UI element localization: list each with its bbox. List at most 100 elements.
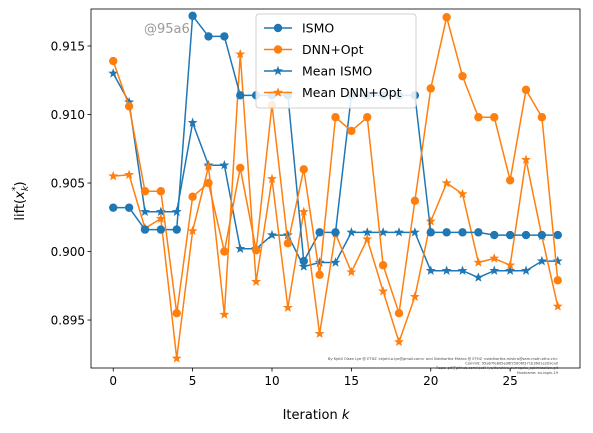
data-point — [409, 227, 420, 237]
data-point — [219, 309, 230, 319]
data-point — [347, 126, 356, 136]
footnote-line: Commit: 95a67fe8d5ed6f25d06f371b36d1e2b9… — [465, 362, 558, 366]
data-point — [235, 243, 246, 253]
data-point — [490, 113, 499, 122]
data-point — [267, 173, 277, 184]
data-point — [473, 257, 484, 267]
data-point — [156, 225, 166, 234]
data-point — [521, 230, 531, 240]
legend-label: Mean ISMO — [302, 64, 372, 79]
x-tick-label: 20 — [423, 374, 438, 388]
data-point — [442, 228, 451, 237]
data-point — [109, 56, 118, 66]
data-point — [490, 230, 499, 240]
data-point — [298, 206, 309, 216]
series-layer — [108, 11, 563, 363]
data-point — [124, 169, 135, 179]
footnote-line: Repo: git@github.com:kjetil-lye/iterativ… — [436, 366, 558, 370]
data-point — [394, 227, 404, 237]
data-point — [489, 253, 500, 263]
legend-entry: Mean DNN+Opt — [264, 85, 402, 100]
y-tick-label: 0.900 — [51, 245, 85, 259]
data-point — [203, 161, 214, 171]
data-point — [378, 261, 388, 270]
x-tick-label: 25 — [503, 374, 518, 388]
data-point — [251, 276, 262, 286]
data-point — [442, 13, 451, 22]
data-point — [505, 265, 516, 275]
data-point — [204, 32, 213, 41]
legend-marker — [273, 45, 283, 54]
y-axis-label-part: x — [13, 191, 28, 200]
y-axis-label-part: * — [11, 186, 21, 191]
data-point — [552, 255, 563, 266]
data-point — [298, 261, 309, 271]
y-axis-label-part: k — [21, 185, 31, 191]
footnote-line: Hostname: eu-login-19 — [517, 371, 559, 375]
data-point — [537, 230, 547, 240]
data-point — [521, 265, 531, 275]
data-point — [140, 206, 150, 216]
y-tick-label: 0.895 — [51, 313, 85, 327]
data-point — [378, 286, 389, 296]
footnote-line: By Kjetil Olsen Lye @ ETHZ <kjetil.o.lye… — [328, 357, 558, 361]
legend-label: Mean DNN+Opt — [302, 85, 402, 100]
data-point — [282, 229, 293, 240]
data-point — [315, 228, 324, 237]
y-axis-label-part: ) — [13, 181, 28, 186]
data-point — [187, 117, 198, 127]
data-point — [410, 196, 420, 206]
legend: ISMO DNN+Opt Mean ISMO Mean DNN+Opt — [255, 13, 417, 109]
data-point — [251, 245, 261, 255]
data-point — [108, 170, 119, 181]
data-point — [155, 213, 166, 223]
data-point — [363, 113, 372, 122]
y-tick-label: 0.910 — [51, 108, 85, 122]
data-point — [474, 113, 483, 122]
data-point — [299, 165, 308, 174]
legend-box — [255, 13, 417, 109]
data-point — [219, 160, 230, 170]
data-point — [489, 265, 500, 275]
x-tick-label: 0 — [109, 374, 117, 388]
y-axis-label: lift(xk*) — [11, 181, 31, 220]
axes-layer: 0 5 10 15 20 25 0.895 0.900 0.905 0.910 0.915 — [51, 8, 581, 388]
data-point — [536, 255, 547, 266]
legend-marker — [273, 65, 283, 76]
x-tick-label: 5 — [189, 374, 197, 388]
data-point — [553, 230, 562, 240]
data-point — [124, 96, 135, 107]
data-point — [441, 177, 452, 188]
data-point — [188, 192, 197, 201]
y-tick-label: 0.905 — [51, 176, 85, 190]
data-point — [426, 228, 435, 237]
data-point — [458, 71, 467, 81]
data-point — [204, 178, 213, 188]
data-point — [426, 84, 435, 93]
data-point — [155, 206, 166, 216]
data-point — [172, 225, 181, 234]
data-point — [362, 227, 373, 237]
data-point — [331, 228, 340, 237]
data-point — [172, 308, 181, 318]
data-point — [124, 102, 134, 111]
data-point — [267, 229, 277, 240]
legend-entry: Mean ISMO — [264, 64, 372, 79]
x-axis-label-text: Iteration — [283, 408, 342, 423]
data-point — [188, 11, 197, 21]
data-point — [140, 225, 150, 234]
data-point — [282, 302, 293, 312]
legend-label: DNN+Opt — [302, 42, 364, 57]
watermark-text: @95a6 — [144, 22, 190, 37]
x-tick-label: 15 — [344, 374, 359, 388]
data-point — [299, 256, 308, 266]
data-point — [314, 328, 325, 338]
x-axis-label: Iteration k — [283, 408, 350, 423]
legend-label: ISMO — [302, 21, 334, 36]
y-axis-label-part: lift( — [13, 199, 28, 221]
data-point — [473, 272, 484, 282]
data-point — [537, 113, 547, 122]
data-point — [236, 91, 245, 100]
data-point — [235, 49, 246, 59]
